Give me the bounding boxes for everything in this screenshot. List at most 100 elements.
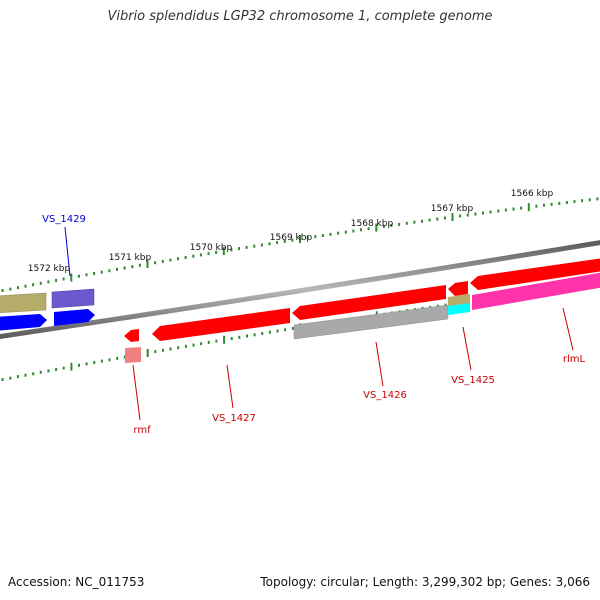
outer-ruler-minor-tick <box>405 221 408 225</box>
outer-ruler-major-tick <box>222 247 225 256</box>
gene-feature-vs1427[interactable] <box>152 308 290 341</box>
outer-ruler-minor-tick <box>215 250 218 254</box>
gene-feature-vs1425[interactable] <box>448 303 470 315</box>
outer-ruler-minor-tick <box>77 274 80 278</box>
scale-label-1569: 1569 kbp <box>270 233 313 243</box>
outer-ruler-minor-tick <box>161 259 164 263</box>
map-title: Vibrio splendidus LGP32 chromosome 1, co… <box>107 9 493 24</box>
gene-feature-olive-left[interactable] <box>0 292 47 313</box>
inner-ruler-minor-tick <box>78 363 80 367</box>
gene-feature-red-right[interactable] <box>470 257 600 290</box>
outer-ruler-minor-tick <box>421 219 423 223</box>
outer-ruler-minor-tick <box>199 253 202 257</box>
outer-ruler-minor-tick <box>314 235 317 239</box>
gene-feature-blue-1[interactable] <box>0 314 47 331</box>
outer-ruler-major-tick <box>299 235 301 243</box>
inner-ruler-minor-tick <box>192 343 195 347</box>
outer-ruler-minor-tick <box>192 254 195 258</box>
outer-ruler-minor-tick <box>100 270 103 274</box>
inner-ruler-minor-tick <box>47 369 50 373</box>
gene-label-vs1426[interactable]: VS_1426 <box>363 390 407 401</box>
outer-ruler-minor-tick <box>344 230 347 234</box>
gene-feature-vs1426[interactable] <box>293 304 449 340</box>
gene-feature-red-small[interactable] <box>448 281 468 296</box>
outer-ruler-minor-tick <box>588 198 591 202</box>
gene-feature-red-mid[interactable] <box>292 285 446 320</box>
outer-ruler-minor-tick <box>245 245 248 249</box>
outer-ruler-minor-tick <box>276 241 279 245</box>
outer-ruler-minor-tick <box>16 286 19 290</box>
outer-ruler-minor-tick <box>489 210 492 214</box>
outer-ruler-minor-tick <box>474 212 477 216</box>
inner-ruler-minor-tick <box>162 348 164 352</box>
gene-feature-blue-2[interactable] <box>54 309 95 326</box>
outer-ruler-minor-tick <box>260 243 263 247</box>
outer-ruler-minor-tick <box>413 220 416 224</box>
inner-ruler-minor-tick <box>108 358 111 362</box>
outer-ruler-minor-tick <box>32 283 35 287</box>
outer-ruler-minor-tick <box>360 228 362 232</box>
gene-feature-vs1429[interactable] <box>51 288 95 309</box>
inner-ruler-minor-tick <box>284 328 287 332</box>
inner-ruler-minor-tick <box>32 372 35 376</box>
outer-ruler-minor-tick <box>352 229 355 233</box>
outer-ruler-minor-tick <box>177 257 179 261</box>
leader-vs1425 <box>462 326 472 371</box>
inner-ruler-major-tick <box>146 349 149 357</box>
outer-ruler-minor-tick <box>367 227 370 231</box>
gene-label-rlml[interactable]: rlmL <box>563 354 586 365</box>
outer-ruler-minor-tick <box>169 258 172 262</box>
outer-ruler-minor-tick <box>390 223 393 227</box>
inner-ruler-minor-tick <box>9 376 12 380</box>
inner-ruler-minor-tick <box>169 347 172 351</box>
gene-feature-rmf[interactable] <box>124 329 139 342</box>
outer-ruler-minor-tick <box>581 199 584 203</box>
leader-vs1426 <box>375 341 384 387</box>
gene-feature-rmf-pale[interactable] <box>125 347 141 363</box>
gene-label-vs1427[interactable]: VS_1427 <box>212 413 256 424</box>
outer-ruler-minor-tick <box>306 236 309 240</box>
inner-ruler-minor-tick <box>268 330 271 334</box>
inner-ruler-minor-tick <box>62 366 65 370</box>
scale-label-1567: 1567 kbp <box>431 204 474 214</box>
outer-ruler-minor-tick <box>268 242 271 246</box>
leader-rlml <box>562 307 574 351</box>
outer-ruler-minor-tick <box>497 209 500 213</box>
outer-ruler-minor-tick <box>154 261 157 265</box>
inner-ruler-major-tick <box>223 335 226 344</box>
outer-ruler-minor-tick <box>573 200 576 204</box>
inner-ruler-minor-tick <box>24 373 27 377</box>
inner-ruler-minor-tick <box>261 332 264 335</box>
outer-ruler-minor-tick <box>131 265 134 269</box>
outer-ruler-major-tick <box>70 273 73 282</box>
gene-label-rmf[interactable]: rmf <box>133 425 151 436</box>
scale-label-1571: 1571 kbp <box>109 253 152 263</box>
outer-ruler-minor-tick <box>596 197 599 201</box>
gene-label-vs1425[interactable]: VS_1425 <box>451 375 495 386</box>
inner-ruler-minor-tick <box>200 342 203 346</box>
gene-labels: VS_1429 rmf VS_1427 VS_1426 VS_1425 rlmL <box>42 214 585 436</box>
outer-ruler-minor-tick <box>55 278 57 282</box>
genome-summary-text: Topology: circular; Length: 3,299,302 bp… <box>260 575 590 589</box>
outer-ruler-minor-tick <box>85 273 88 277</box>
inner-ruler-minor-tick <box>100 359 103 363</box>
gene-label-vs1429[interactable]: VS_1429 <box>42 214 86 225</box>
outer-ruler-major-tick <box>375 223 378 232</box>
leader-rmf <box>132 364 141 421</box>
inner-ruler-minor-tick <box>291 327 294 330</box>
outer-ruler-minor-tick <box>436 217 439 221</box>
outer-ruler-minor-tick <box>543 203 545 207</box>
inner-ruler-minor-tick <box>246 334 248 338</box>
outer-ruler-minor-tick <box>93 272 96 275</box>
outer-ruler-minor-tick <box>116 267 118 271</box>
inner-ruler-minor-tick <box>184 344 187 348</box>
outer-ruler-minor-tick <box>9 287 12 291</box>
gene-feature-rlml[interactable] <box>472 271 600 310</box>
outer-ruler-minor-tick <box>482 211 484 215</box>
inner-ruler-minor-tick <box>85 362 88 366</box>
outer-ruler-minor-tick <box>108 269 111 273</box>
outer-ruler-minor-tick <box>184 256 187 259</box>
outer-ruler-minor-tick <box>207 252 210 256</box>
inner-ruler-minor-tick <box>116 356 119 360</box>
